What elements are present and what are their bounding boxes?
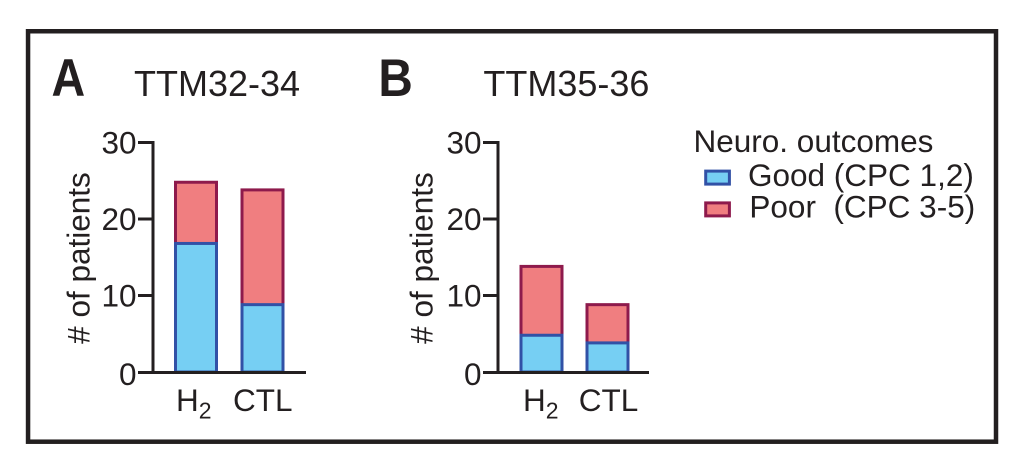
svg-text:TTM32-34: TTM32-34 [134, 63, 300, 104]
svg-text:20: 20 [446, 201, 481, 237]
svg-text:TTM35-36: TTM35-36 [483, 63, 649, 104]
svg-text:A: A [52, 48, 86, 107]
svg-text:20: 20 [101, 201, 136, 237]
svg-text:30: 30 [101, 125, 136, 161]
svg-text:# of patients: # of patients [404, 172, 440, 344]
svg-text:H2: H2 [523, 382, 559, 423]
svg-text:Good (CPC 1,2): Good (CPC 1,2) [748, 157, 974, 193]
svg-text:0: 0 [119, 356, 137, 392]
svg-text:H2: H2 [176, 382, 212, 423]
svg-text:0: 0 [464, 356, 482, 392]
svg-text:CTL: CTL [233, 382, 293, 418]
svg-text:Neuro. outcomes: Neuro. outcomes [694, 123, 934, 159]
svg-text:10: 10 [101, 278, 136, 314]
svg-text:Poor (CPC 3-5): Poor (CPC 3-5) [749, 189, 975, 225]
svg-text:10: 10 [446, 278, 481, 314]
svg-text:# of patients: # of patients [61, 172, 97, 344]
svg-text:CTL: CTL [579, 382, 639, 418]
svg-text:B: B [378, 48, 412, 108]
svg-text:30: 30 [446, 125, 481, 161]
